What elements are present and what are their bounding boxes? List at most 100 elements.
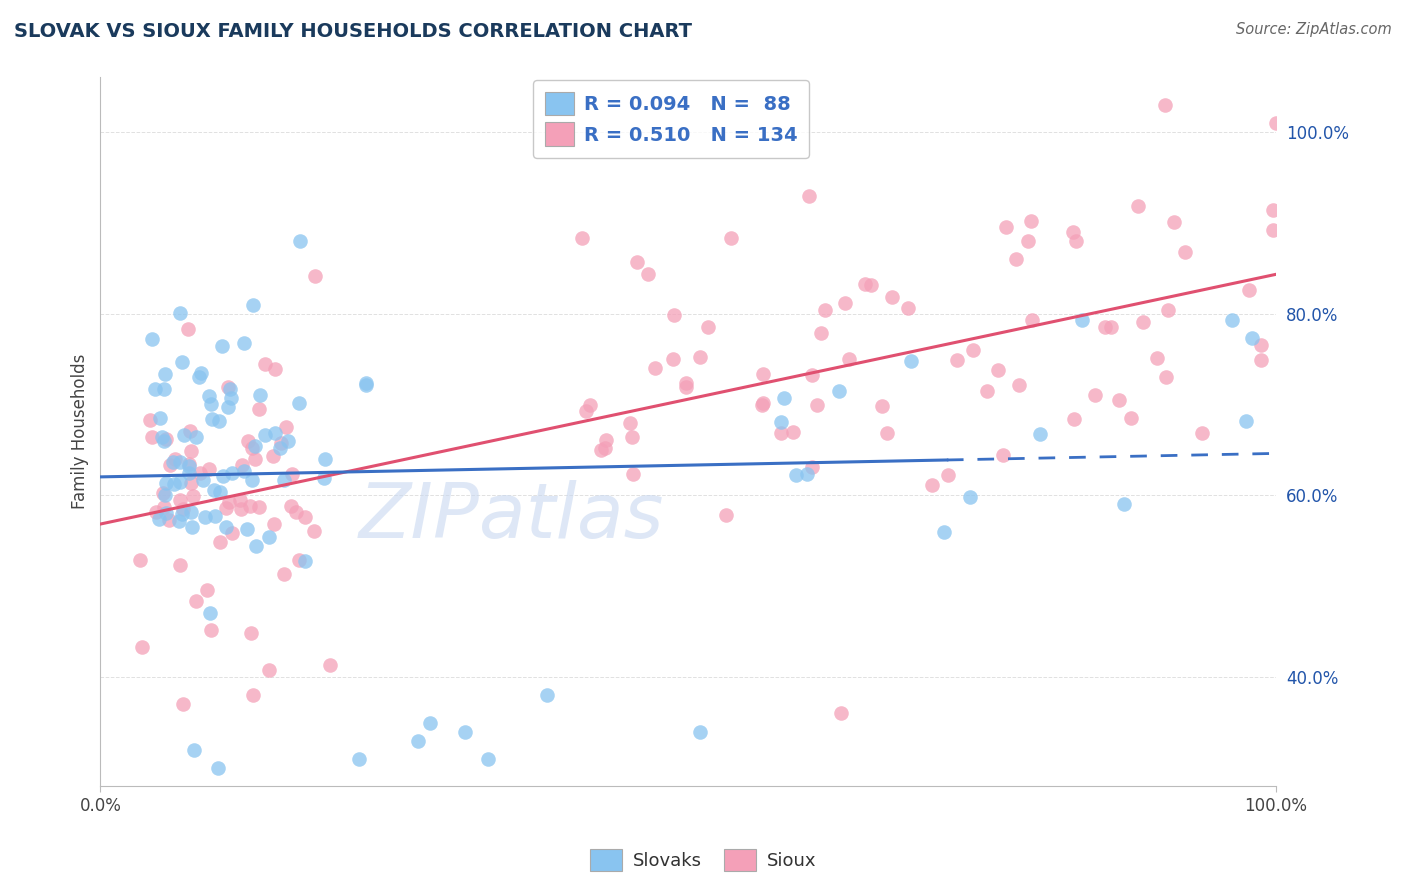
Point	[202, 483, 225, 498]
Point	[1119, 411, 1142, 425]
Point	[314, 471, 336, 485]
Point	[962, 343, 984, 358]
Point	[1222, 312, 1244, 326]
Point	[239, 626, 262, 640]
Point	[287, 553, 309, 567]
Legend: Slovaks, Sioux: Slovaks, Sioux	[582, 842, 824, 879]
Point	[180, 475, 202, 490]
Point	[1174, 244, 1197, 259]
Point	[801, 459, 824, 474]
Point	[959, 490, 981, 504]
Point	[155, 475, 177, 490]
Point	[810, 326, 832, 340]
Point	[217, 380, 239, 394]
Point	[249, 388, 271, 402]
Point	[270, 435, 292, 450]
Point	[245, 539, 267, 553]
Point	[347, 752, 370, 766]
Point	[662, 351, 685, 366]
Point	[198, 388, 221, 402]
Point	[675, 376, 697, 391]
Point	[169, 475, 191, 490]
Point	[302, 524, 325, 538]
Point	[173, 427, 195, 442]
Point	[1132, 316, 1154, 330]
Point	[143, 382, 166, 396]
Point	[163, 477, 186, 491]
Point	[263, 516, 285, 531]
Point	[253, 358, 276, 372]
Point	[406, 733, 429, 747]
Point	[277, 434, 299, 448]
Point	[221, 466, 243, 480]
Point	[773, 391, 796, 405]
Point	[209, 535, 232, 549]
Point	[830, 706, 852, 721]
Point	[209, 484, 232, 499]
Point	[243, 451, 266, 466]
Point	[806, 398, 828, 412]
Point	[240, 473, 263, 487]
Point	[233, 335, 256, 350]
Point	[626, 255, 648, 269]
Point	[194, 509, 217, 524]
Point	[1146, 351, 1168, 365]
Point	[228, 492, 250, 507]
Point	[169, 306, 191, 320]
Point	[157, 513, 180, 527]
Point	[1004, 252, 1026, 266]
Point	[129, 553, 152, 567]
Point	[314, 451, 336, 466]
Point	[1236, 414, 1258, 428]
Point	[276, 420, 298, 434]
Point	[796, 467, 818, 481]
Point	[184, 594, 207, 608]
Point	[932, 525, 955, 540]
Point	[1070, 313, 1092, 327]
Point	[1084, 388, 1107, 402]
Point	[141, 332, 163, 346]
Point	[273, 567, 295, 582]
Point	[1029, 427, 1052, 442]
Point	[169, 558, 191, 573]
Point	[150, 430, 173, 444]
Point	[644, 361, 666, 376]
Point	[217, 400, 239, 414]
Point	[249, 402, 271, 417]
Point	[155, 488, 177, 502]
Point	[170, 507, 193, 521]
Point	[181, 489, 204, 503]
Point	[897, 301, 920, 315]
Point	[578, 398, 600, 412]
Point	[177, 466, 200, 480]
Point	[1064, 234, 1087, 248]
Point	[169, 454, 191, 468]
Point	[872, 399, 894, 413]
Point	[163, 452, 186, 467]
Y-axis label: Family Households: Family Households	[72, 354, 89, 509]
Point	[1237, 283, 1260, 297]
Point	[172, 502, 194, 516]
Point	[859, 277, 882, 292]
Point	[1163, 214, 1185, 228]
Point	[148, 511, 170, 525]
Point	[280, 499, 302, 513]
Point	[211, 468, 233, 483]
Point	[1021, 313, 1043, 327]
Point	[976, 384, 998, 398]
Point	[354, 378, 377, 392]
Point	[284, 505, 307, 519]
Text: ZIPatlas: ZIPatlas	[359, 480, 665, 554]
Point	[1250, 353, 1272, 368]
Point	[186, 430, 208, 444]
Point	[752, 368, 775, 382]
Point	[454, 724, 477, 739]
Point	[1008, 378, 1031, 392]
Point	[477, 752, 499, 766]
Point	[814, 303, 837, 318]
Legend: R = 0.094   N =  88, R = 0.510   N = 134: R = 0.094 N = 88, R = 0.510 N = 134	[533, 80, 810, 158]
Point	[571, 231, 593, 245]
Point	[1261, 223, 1284, 237]
Point	[595, 433, 617, 447]
Point	[183, 743, 205, 757]
